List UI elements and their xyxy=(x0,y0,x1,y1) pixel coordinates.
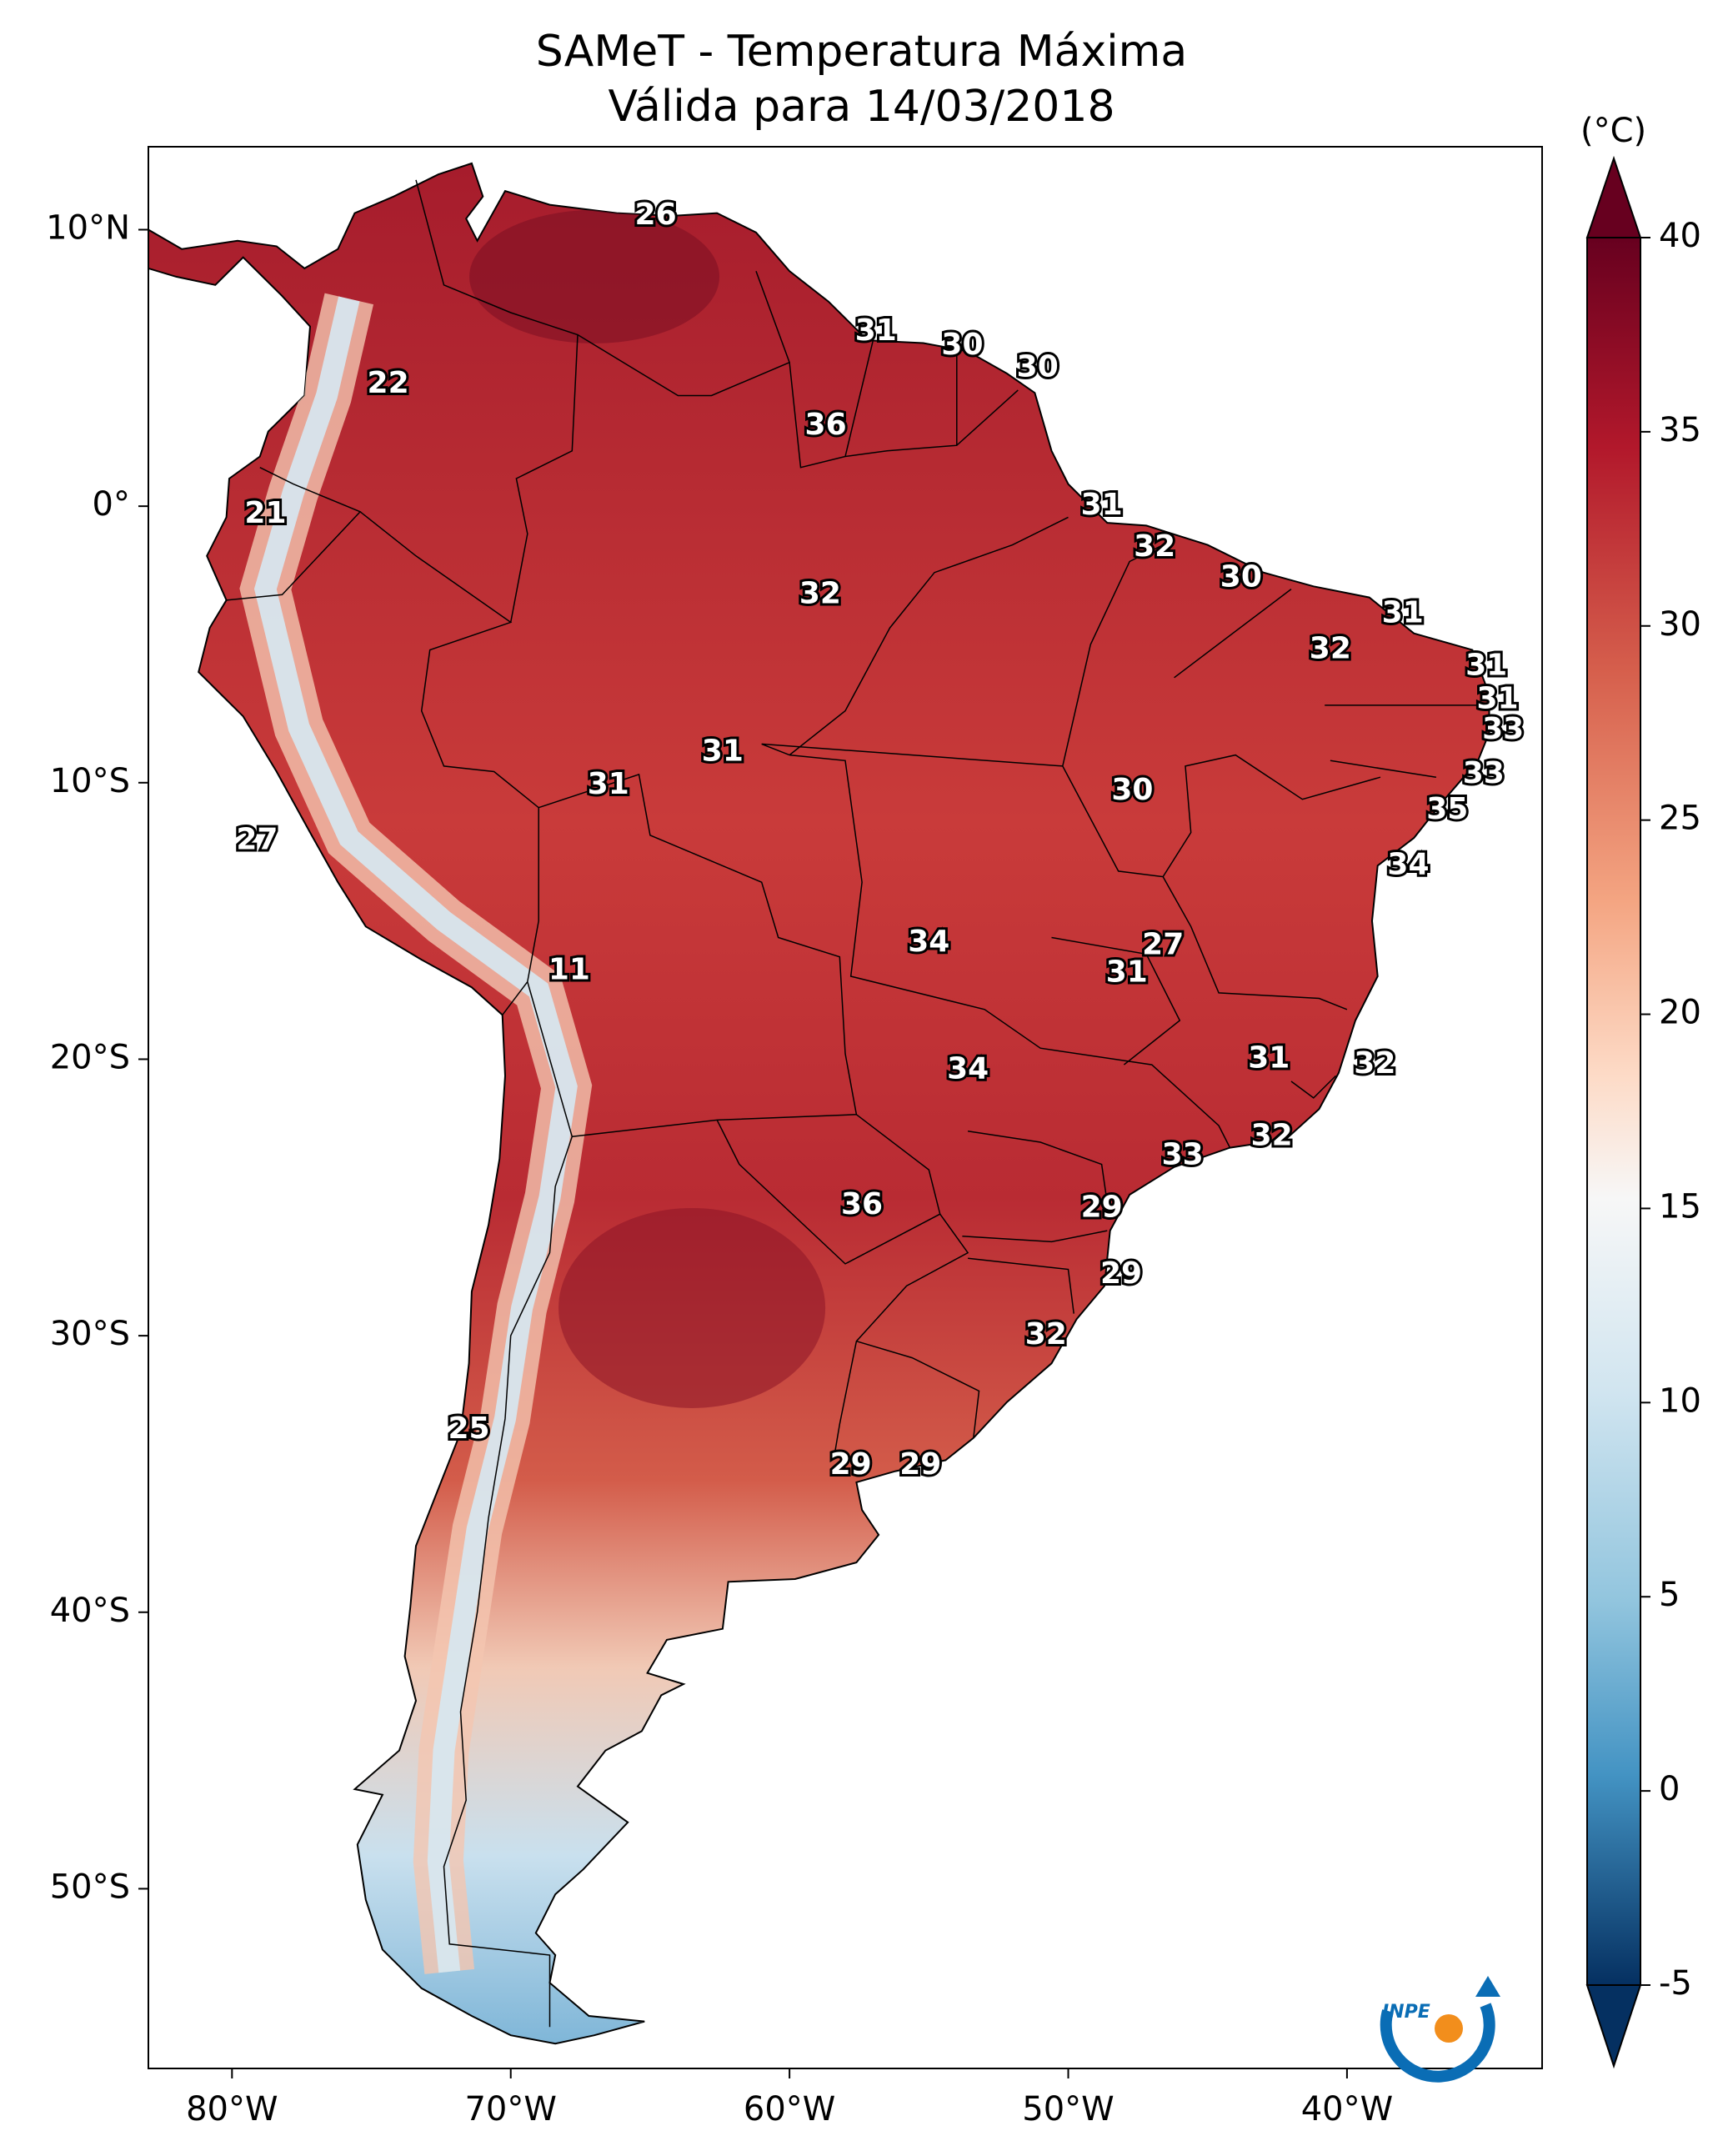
y-tick-label: 10°S xyxy=(50,762,130,800)
colorbar-ticks: 40 35 30 25 20 15 10 5 0 -5 xyxy=(1640,217,1701,2003)
value-label: 33 xyxy=(1463,756,1505,790)
value-label: 35 xyxy=(1426,792,1468,826)
value-label: 32 xyxy=(799,576,841,610)
value-label: 34 xyxy=(947,1052,989,1086)
value-label: 21 xyxy=(244,496,286,530)
x-tick-label: 60°W xyxy=(744,2090,835,2128)
x-tick-label: 70°W xyxy=(464,2090,556,2128)
logo-sun xyxy=(1435,2014,1463,2043)
value-label: 26 xyxy=(635,198,677,232)
colorbar-unit: (°C) xyxy=(1580,112,1646,150)
value-label: 32 xyxy=(1354,1046,1395,1081)
value-label: 32 xyxy=(1251,1118,1293,1152)
value-label: 31 xyxy=(855,313,897,348)
y-tick-label: 50°S xyxy=(50,1868,130,1906)
colorbar-tick-label: -5 xyxy=(1659,1964,1692,2003)
value-label: 33 xyxy=(1162,1138,1204,1172)
value-label: 30 xyxy=(1111,773,1153,807)
colorbar-tick-label: 20 xyxy=(1659,994,1701,1032)
value-label: 29 xyxy=(899,1447,941,1482)
colorbar-tick-label: 10 xyxy=(1659,1381,1701,1420)
y-tick-label: 20°S xyxy=(50,1038,130,1076)
value-label: 30 xyxy=(941,328,983,362)
value-label: 32 xyxy=(1025,1317,1067,1351)
value-label: 27 xyxy=(236,822,278,856)
value-label: 31 xyxy=(1465,649,1507,683)
logo-text: INPE xyxy=(1382,2002,1430,2023)
value-label: 27 xyxy=(1142,927,1184,961)
value-label: 29 xyxy=(1100,1256,1142,1291)
value-label: 34 xyxy=(1387,847,1429,881)
colorbar-bottom-arrow xyxy=(1585,1984,1642,2069)
value-label: 36 xyxy=(805,408,847,442)
colorbar-tick-label: 5 xyxy=(1659,1576,1680,1614)
value-label: 29 xyxy=(830,1447,872,1482)
y-tick-label: 10°N xyxy=(46,208,130,247)
value-label: 29 xyxy=(1081,1191,1123,1225)
value-label: 32 xyxy=(1134,529,1175,564)
value-label: 22 xyxy=(368,366,409,400)
temperature-field xyxy=(239,209,826,1974)
value-label: 30 xyxy=(1017,349,1059,384)
value-label: 30 xyxy=(1220,559,1262,594)
value-label: 36 xyxy=(841,1187,883,1221)
value-label: 25 xyxy=(448,1411,490,1446)
y-tick-label: 30°S xyxy=(50,1315,130,1353)
chart-subtitle: Válida para 14/03/2018 xyxy=(608,82,1115,132)
y-tick-label: 0° xyxy=(93,485,130,524)
value-label: 31 xyxy=(1476,681,1518,715)
colorbar-top-arrow xyxy=(1585,155,1642,238)
colorbar-tick-label: 30 xyxy=(1659,605,1701,644)
latitude-axis: 10°N 0° 10°S 20°S 30°S 40°S 50°S xyxy=(46,208,148,1906)
value-label: 31 xyxy=(1106,955,1148,990)
andes-cold-core xyxy=(253,296,578,1973)
colorbar-bar xyxy=(1586,237,1641,1986)
colorbar-tick-label: 0 xyxy=(1659,1770,1680,1808)
colorbar-tick-label: 35 xyxy=(1659,411,1701,449)
value-label: 31 xyxy=(588,767,629,801)
value-label: 11 xyxy=(548,952,590,986)
chart-title: SAMeT - Temperatura Máxima xyxy=(535,27,1188,77)
value-label: 31 xyxy=(1248,1040,1290,1075)
hot-spot xyxy=(558,1207,826,1408)
colorbar: (°C) 40 35 30 25 20 15 10 5 0 -5 xyxy=(1580,112,1701,2069)
value-label: 31 xyxy=(1382,595,1424,629)
x-tick-label: 50°W xyxy=(1022,2090,1114,2128)
country-borders xyxy=(226,179,1487,2028)
continent xyxy=(148,162,1490,2045)
longitude-axis: 80°W 70°W 60°W 50°W 40°W xyxy=(186,2068,1393,2128)
value-label: 32 xyxy=(1310,632,1351,666)
logo-arc xyxy=(1380,2003,1495,2083)
colorbar-tick-label: 15 xyxy=(1659,1187,1701,1226)
value-label: 34 xyxy=(908,925,949,959)
colorbar-tick-label: 40 xyxy=(1659,217,1701,255)
value-label: 31 xyxy=(702,734,744,768)
value-label: 33 xyxy=(1482,712,1524,746)
value-label: 31 xyxy=(1081,488,1123,522)
logo-arrow xyxy=(1475,1976,1500,1997)
hot-spot-north xyxy=(469,209,720,343)
y-tick-label: 40°S xyxy=(50,1592,130,1630)
x-tick-label: 80°W xyxy=(186,2090,278,2128)
x-tick-label: 40°W xyxy=(1301,2090,1393,2128)
colorbar-tick-label: 25 xyxy=(1659,800,1701,838)
inpe-logo: INPE xyxy=(1380,1976,1500,2083)
